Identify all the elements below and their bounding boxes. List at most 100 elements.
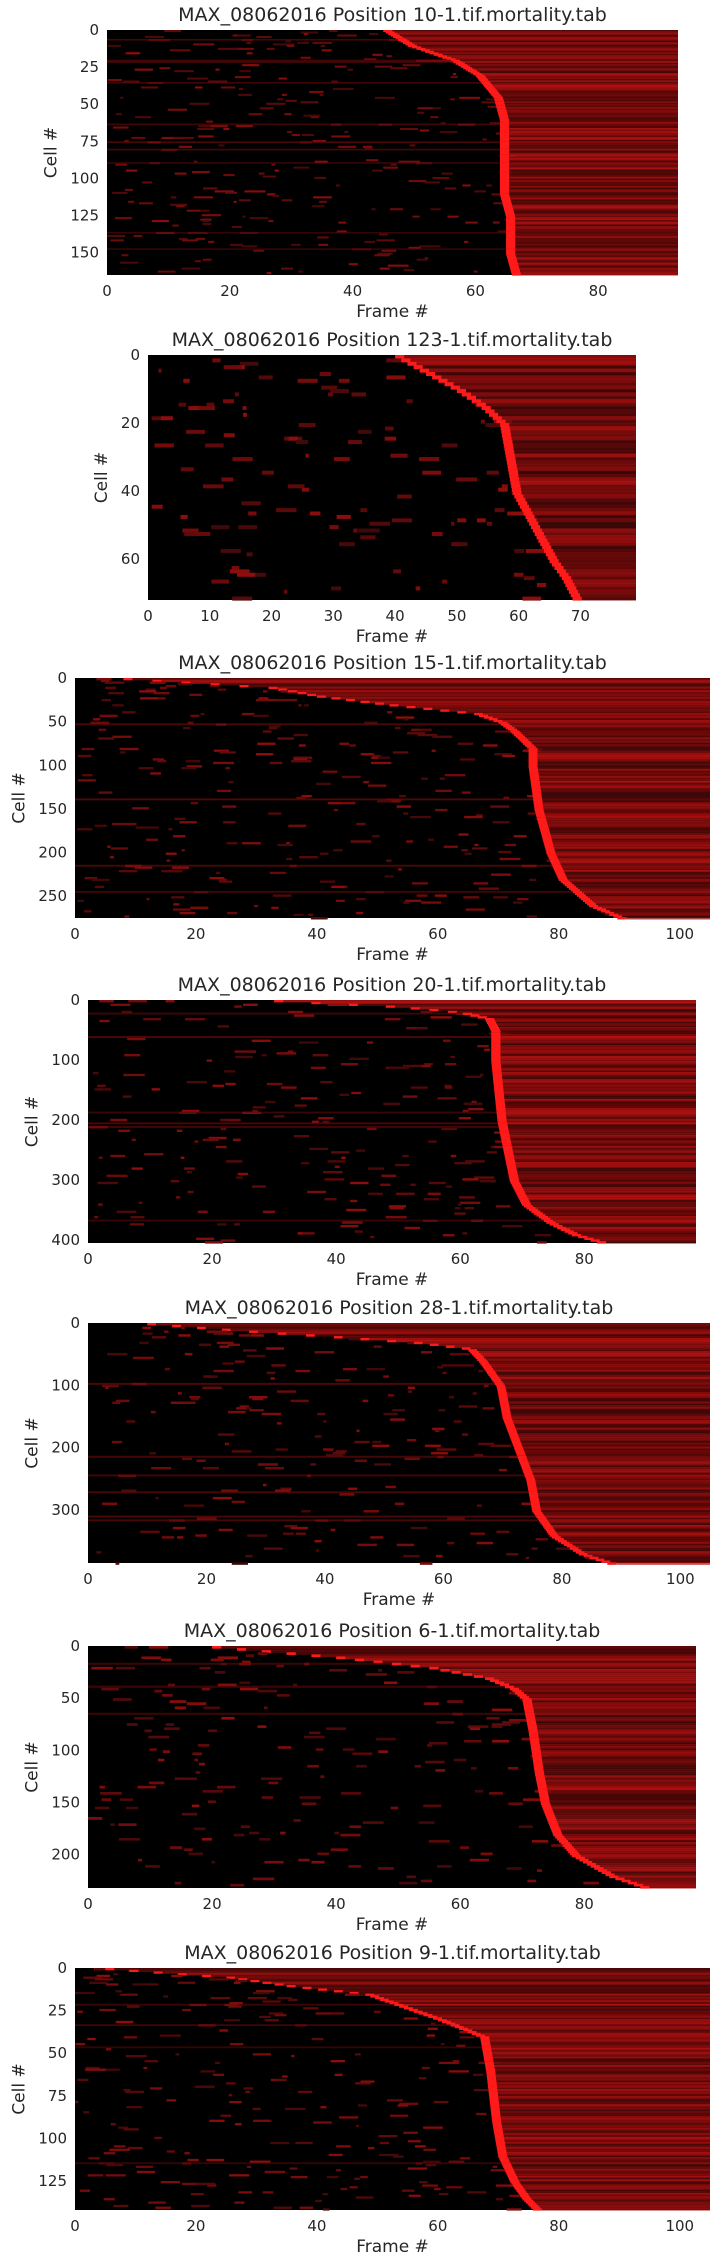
heatmap-cell	[160, 686, 168, 690]
heatmap-cell	[124, 915, 130, 918]
heatmap-cell	[363, 145, 373, 148]
heatmap-cell	[262, 1483, 267, 1487]
heatmap-cell	[607, 1562, 617, 1565]
heatmap-cell	[500, 1032, 696, 1035]
heatmap-cell	[362, 1821, 384, 1824]
heatmap-cell	[292, 1683, 298, 1687]
heatmap-cell	[336, 184, 341, 187]
heatmap-cell	[556, 569, 567, 574]
heatmap-cell	[500, 1043, 696, 1046]
heatmap-cell	[494, 1382, 504, 1386]
heatmap-cell	[149, 1748, 157, 1751]
heatmap-cell	[280, 1487, 292, 1491]
heatmap-cell	[531, 1504, 541, 1507]
heatmap-cell	[386, 859, 392, 862]
heatmap-cell	[476, 2112, 487, 2116]
heatmap-cell	[515, 240, 678, 243]
heatmap-cell	[200, 218, 212, 221]
heatmap-cell	[506, 457, 516, 462]
heatmap-cell	[499, 119, 510, 122]
heatmap-cell	[550, 1827, 561, 1831]
heatmap-cell	[229, 2174, 250, 2177]
heatmap-cell	[529, 1733, 539, 1737]
heatmap-cell	[492, 2054, 710, 2058]
heatmap-cell	[228, 780, 234, 784]
heatmap-cell	[444, 774, 466, 777]
heatmap-cell	[341, 1221, 363, 1224]
heatmap-cell	[419, 245, 441, 248]
heatmap-cell	[226, 2082, 236, 2085]
heatmap-cell	[474, 712, 484, 716]
heatmap-cell	[107, 44, 121, 47]
heatmap-cell	[386, 375, 406, 380]
heatmap-cell	[218, 878, 227, 882]
heatmap-cell	[222, 805, 237, 808]
heatmap-cell	[491, 1037, 501, 1041]
heatmap-cell	[311, 917, 328, 920]
heatmap-cell	[502, 1075, 696, 1078]
heatmap-cell	[519, 1696, 530, 1699]
heatmap-cell	[291, 243, 301, 246]
heatmap-cell	[525, 1453, 710, 1457]
heatmap-cell	[136, 2165, 154, 2168]
heatmap-cell	[489, 2100, 499, 2104]
heatmap-cell	[509, 125, 678, 128]
heatmap-cell	[423, 2126, 443, 2129]
heatmap-cell	[530, 777, 540, 780]
heatmap-cell	[406, 1875, 416, 1879]
heatmap-cell	[314, 1351, 335, 1354]
heatmap-cell	[312, 1054, 329, 1057]
heatmap-cell	[362, 1399, 369, 1403]
heatmap-cell	[507, 258, 517, 261]
heatmap-cell	[267, 193, 276, 196]
heatmap-cell	[234, 2123, 242, 2126]
heatmap-cell	[497, 2152, 507, 2155]
heatmap-cell	[360, 2175, 368, 2179]
heatmap-cell	[517, 1431, 710, 1434]
heatmap-cell	[485, 98, 498, 101]
heatmap-cell	[528, 751, 538, 754]
heatmap-cell	[491, 1059, 501, 1062]
heatmap-cell	[560, 1829, 696, 1833]
heatmap-cell	[523, 1189, 696, 1192]
heatmap-cell	[502, 754, 516, 758]
heatmap-cell	[384, 702, 710, 705]
heatmap-cell	[184, 1504, 205, 1507]
heatmap-cell	[543, 1212, 696, 1215]
heatmap-cell	[540, 1504, 710, 1507]
heatmap-cell	[556, 873, 566, 876]
heatmap-cell	[537, 760, 710, 763]
heatmap-cell	[355, 2082, 371, 2085]
heatmap-cell	[549, 1798, 696, 1801]
heatmap-cell	[479, 79, 489, 82]
heatmap-cell	[491, 2049, 710, 2053]
heatmap-cell	[536, 1485, 710, 1489]
heatmap-cell	[223, 2019, 240, 2022]
heatmap-cell	[429, 1343, 439, 1347]
heatmap-cell	[266, 47, 275, 50]
heatmap-cell	[233, 200, 237, 203]
heatmap-cell	[232, 457, 253, 462]
heatmap-cell	[214, 1671, 226, 1674]
heatmap-cell	[311, 1654, 321, 1658]
heatmap-cell	[502, 2163, 512, 2167]
heatmap-cell	[450, 1055, 456, 1059]
heatmap-cell	[566, 1226, 696, 1230]
heatmap-cell	[498, 2095, 710, 2099]
heatmap-cell	[492, 95, 502, 98]
heatmap-cell	[373, 2010, 381, 2013]
heatmap-cell	[166, 859, 171, 862]
heatmap-cell	[124, 188, 134, 191]
heatmap-cell	[293, 133, 300, 137]
heatmap-cell	[259, 1979, 710, 1983]
heatmap-cell	[297, 378, 318, 383]
heatmap-cell	[276, 1422, 282, 1425]
heatmap-cell	[499, 157, 510, 160]
heatmap-cell	[107, 61, 678, 63]
heatmap-cell	[545, 1814, 556, 1818]
heatmap-cell	[509, 135, 678, 138]
heatmap-cell	[578, 896, 589, 899]
heatmap-cell	[500, 2116, 710, 2119]
heatmap-cell	[383, 1375, 389, 1378]
heatmap-cell	[377, 1867, 394, 1870]
